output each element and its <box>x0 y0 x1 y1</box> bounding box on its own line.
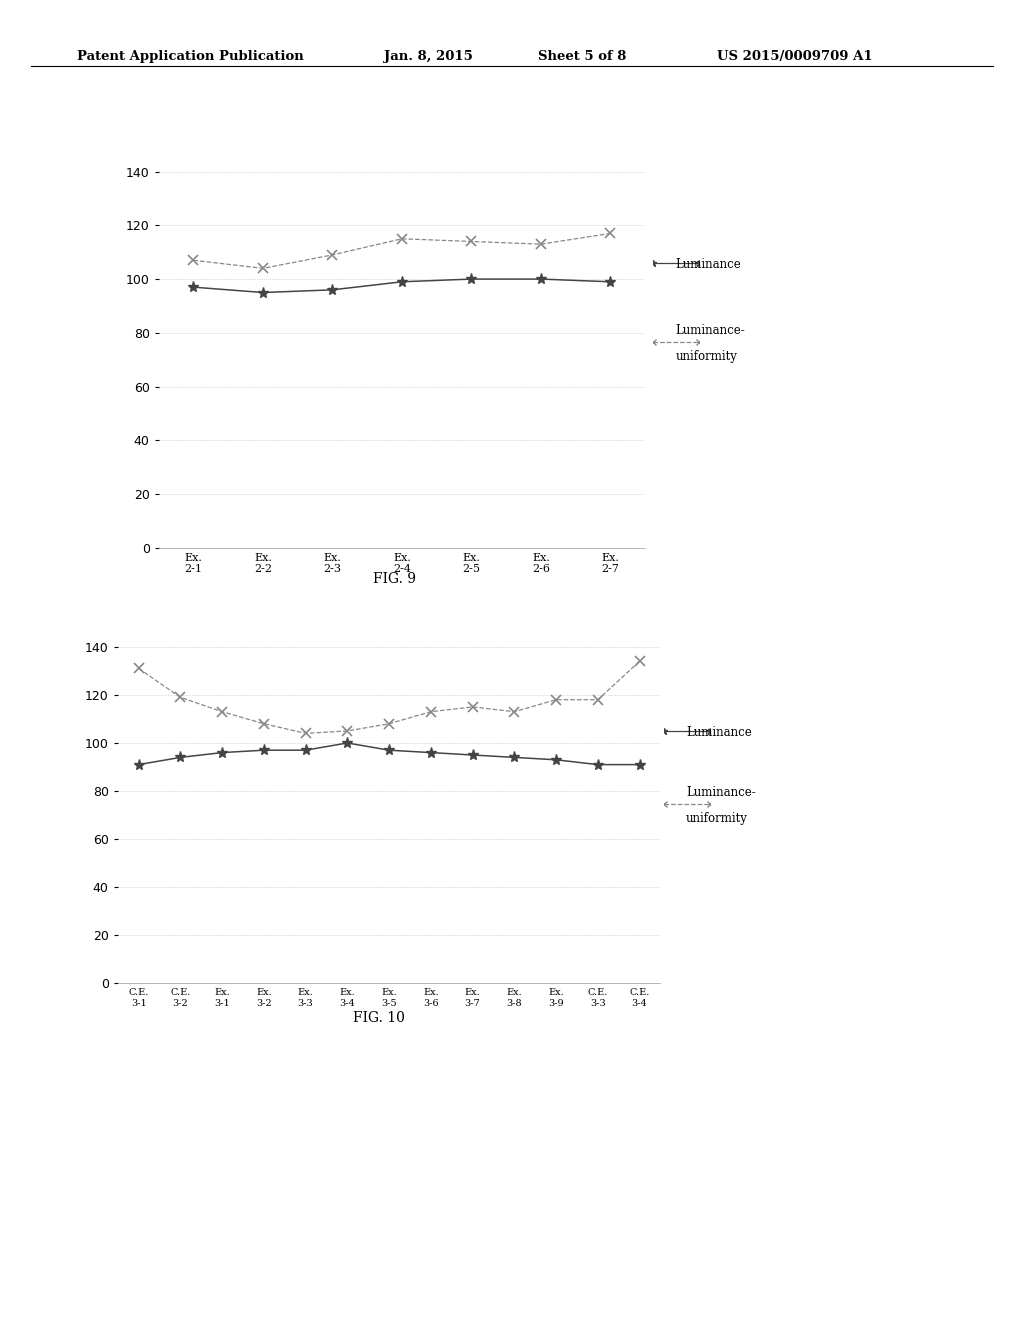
Text: FIG. 9: FIG. 9 <box>373 573 416 586</box>
Text: Patent Application Publication: Patent Application Publication <box>77 50 303 63</box>
Text: Luminance: Luminance <box>686 726 752 739</box>
Text: Sheet 5 of 8: Sheet 5 of 8 <box>538 50 626 63</box>
Text: Jan. 8, 2015: Jan. 8, 2015 <box>384 50 473 63</box>
Text: uniformity: uniformity <box>686 812 748 825</box>
Text: Luminance-: Luminance- <box>676 323 745 337</box>
Text: Luminance: Luminance <box>676 257 741 271</box>
Text: US 2015/0009709 A1: US 2015/0009709 A1 <box>717 50 872 63</box>
Text: uniformity: uniformity <box>676 350 737 363</box>
Text: FIG. 10: FIG. 10 <box>353 1011 404 1024</box>
Text: Luminance-: Luminance- <box>686 785 756 799</box>
